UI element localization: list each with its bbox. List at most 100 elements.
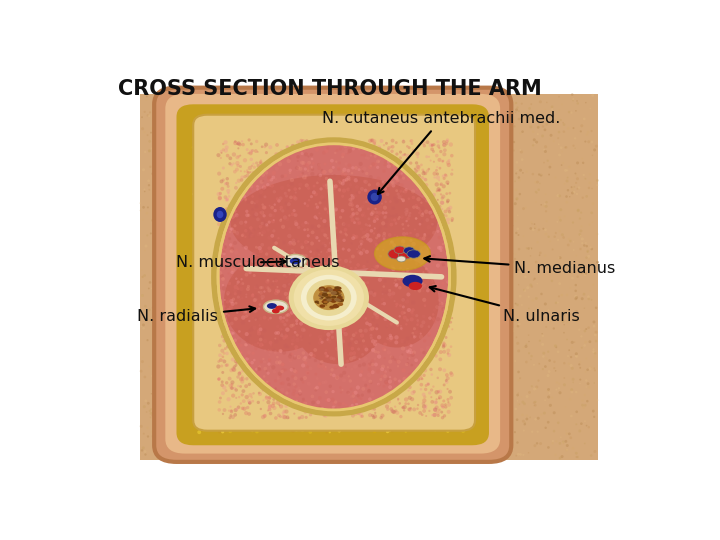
Point [248,183,259,191]
Point [143,432,154,441]
Point [269,148,280,157]
Point [147,216,158,225]
Point [193,448,204,456]
Point [506,158,518,167]
Point [449,381,461,389]
Point [565,361,577,370]
Point [348,392,359,400]
Point [244,176,256,185]
Point [250,204,261,213]
Point [402,334,413,343]
Point [309,158,320,167]
Point [354,205,366,214]
Point [415,160,427,169]
Point [354,145,365,153]
Point [253,375,265,383]
Point [447,157,459,165]
Point [246,180,257,188]
Point [397,196,409,205]
Point [410,311,422,320]
Point [370,386,382,395]
Point [230,435,242,444]
Point [270,361,282,369]
Point [446,370,458,379]
Point [487,143,498,151]
Point [479,356,490,364]
Point [235,315,246,324]
Point [338,325,350,334]
Point [400,210,412,219]
Point [494,250,505,259]
Point [429,411,441,420]
Point [544,134,556,143]
Point [428,140,440,149]
Point [354,301,365,309]
Point [314,399,325,408]
Point [234,425,246,434]
Point [322,352,333,360]
Point [282,325,293,333]
Point [186,262,197,271]
Point [302,294,313,302]
Point [507,258,518,266]
Point [228,392,239,400]
Point [418,115,430,124]
Point [265,317,276,326]
Point [228,261,240,270]
Point [325,221,337,230]
Point [228,295,239,303]
Point [344,452,356,461]
Point [421,196,433,205]
Point [442,219,454,228]
Point [209,380,220,389]
Point [421,172,433,181]
Point [579,391,590,400]
Point [518,110,530,119]
Point [508,221,519,230]
Point [272,302,284,310]
Point [587,218,598,227]
Point [205,213,217,222]
Point [215,338,227,346]
Point [312,290,323,299]
Point [351,176,362,184]
Point [237,308,248,316]
Point [361,279,373,288]
Point [195,258,207,266]
Point [391,345,402,353]
Point [350,264,361,272]
Point [461,306,472,315]
Point [433,394,444,403]
Point [397,350,408,359]
Point [464,208,475,217]
Point [410,175,421,184]
Point [248,389,259,397]
Point [418,277,429,286]
Point [248,294,260,302]
Point [350,388,361,397]
Point [378,259,390,268]
Point [395,353,407,362]
Point [466,403,477,411]
Point [318,257,330,266]
Point [255,166,266,175]
Point [343,328,354,336]
Point [592,181,603,190]
Point [428,147,439,156]
Point [229,137,240,145]
Point [388,212,400,220]
Point [427,382,438,391]
Point [356,268,367,277]
Point [428,138,439,147]
Point [236,390,248,399]
Point [449,191,461,200]
Point [204,215,216,224]
Point [592,258,603,266]
Point [281,407,292,416]
Point [238,151,250,160]
Point [248,168,259,177]
Point [284,154,296,163]
Point [292,152,304,161]
Point [442,419,454,428]
Point [233,296,245,305]
